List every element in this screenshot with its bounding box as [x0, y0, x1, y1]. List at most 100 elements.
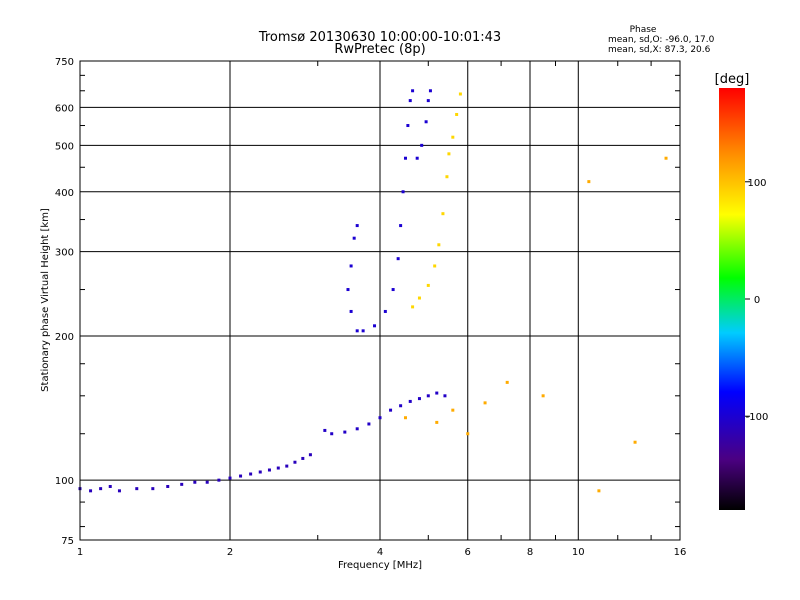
data-point	[587, 180, 591, 184]
data-point	[633, 440, 637, 444]
data-point	[458, 92, 462, 96]
chart-title: Tromsø 20130630 10:00:00-10:01:43	[258, 30, 501, 45]
y-axis: 75 100 200 300 400 500 600 750	[55, 57, 680, 547]
data-point	[417, 296, 421, 300]
data-point	[483, 401, 487, 405]
data-point	[239, 474, 243, 478]
data-point	[399, 224, 403, 228]
data-point	[378, 416, 382, 420]
plot-frame	[79, 60, 681, 541]
data-point	[424, 120, 428, 124]
data-point	[415, 156, 419, 160]
colorbar-ticks: 100 0 -100	[745, 178, 768, 423]
y-tick-label: 600	[55, 103, 74, 114]
data-point	[406, 124, 410, 128]
data-point	[346, 288, 350, 292]
data-point	[151, 487, 155, 491]
x-tick-label: 8	[527, 547, 533, 558]
colorbar-tick-label: 100	[747, 178, 766, 189]
data-point	[401, 190, 405, 194]
data-point	[343, 430, 347, 434]
data-point	[383, 309, 387, 313]
data-point	[117, 489, 121, 493]
data-point	[541, 394, 545, 398]
data-point	[443, 394, 447, 398]
data-point	[664, 156, 668, 160]
data-point	[447, 152, 451, 156]
data-point	[597, 489, 601, 493]
data-point	[108, 484, 112, 488]
x-axis: 1 2 4 6 8 10 16	[77, 61, 686, 558]
y-tick-label: 300	[55, 248, 74, 259]
data-point	[330, 432, 334, 436]
data-point	[411, 305, 415, 309]
x-tick-label: 6	[465, 547, 471, 558]
data-point	[426, 99, 430, 103]
data-point	[426, 283, 430, 287]
data-point	[135, 487, 139, 491]
data-point	[433, 264, 437, 268]
data-point	[205, 480, 209, 484]
y-axis-label: Stationary phase Virtual Height [km]	[40, 208, 51, 392]
data-point	[361, 329, 365, 333]
x-axis-label: Frequency [MHz]	[338, 560, 422, 571]
data-point	[451, 135, 455, 139]
x-tick-label: 1	[77, 547, 83, 558]
colorbar	[719, 88, 745, 510]
data-point	[411, 89, 415, 93]
y-tick-label: 100	[55, 476, 74, 487]
data-point	[166, 484, 170, 488]
data-point	[267, 468, 271, 472]
chart-subtitle: RwPretec (8p)	[334, 42, 425, 57]
data-point	[399, 404, 403, 408]
y-tick-label: 200	[55, 332, 74, 343]
data-point	[426, 394, 430, 398]
colorbar-label: [deg]	[715, 72, 750, 87]
data-point	[217, 478, 221, 482]
data-point	[420, 143, 424, 147]
data-point	[352, 236, 356, 240]
data-point	[466, 432, 470, 436]
data-point	[293, 460, 297, 464]
data-point	[367, 422, 371, 426]
grid	[79, 60, 681, 541]
stats-o-mode: mean, sd,O: -96.0, 17.0	[608, 35, 715, 45]
x-tick-label: 2	[227, 547, 233, 558]
data-point	[323, 428, 327, 432]
data-point	[349, 309, 353, 313]
data-point	[505, 380, 509, 384]
data-point	[403, 416, 407, 420]
data-point	[391, 288, 395, 292]
data-point	[355, 329, 359, 333]
data-point	[99, 487, 103, 491]
data-point	[437, 243, 441, 247]
y-tick-label: 500	[55, 141, 74, 152]
data-point	[355, 224, 359, 228]
x-tick-label: 10	[572, 547, 585, 558]
data-point	[355, 427, 359, 431]
data-points	[78, 89, 668, 493]
data-point	[193, 480, 197, 484]
data-point	[445, 175, 449, 179]
y-tick-label: 75	[61, 536, 74, 547]
data-point	[408, 399, 412, 403]
data-point	[403, 156, 407, 160]
data-point	[180, 482, 184, 486]
data-point	[373, 324, 377, 328]
data-point	[408, 99, 412, 103]
data-point	[417, 397, 421, 401]
data-point	[308, 453, 312, 457]
data-point	[89, 489, 93, 493]
y-tick-label: 400	[55, 188, 74, 199]
data-point	[249, 472, 253, 476]
data-point	[428, 89, 432, 93]
data-point	[389, 408, 393, 412]
data-point	[455, 112, 459, 116]
data-point	[435, 391, 439, 395]
data-point	[276, 466, 280, 470]
data-point	[435, 420, 439, 424]
data-point	[301, 456, 305, 460]
data-point	[285, 464, 289, 468]
stats-heading: Phase	[630, 25, 657, 35]
